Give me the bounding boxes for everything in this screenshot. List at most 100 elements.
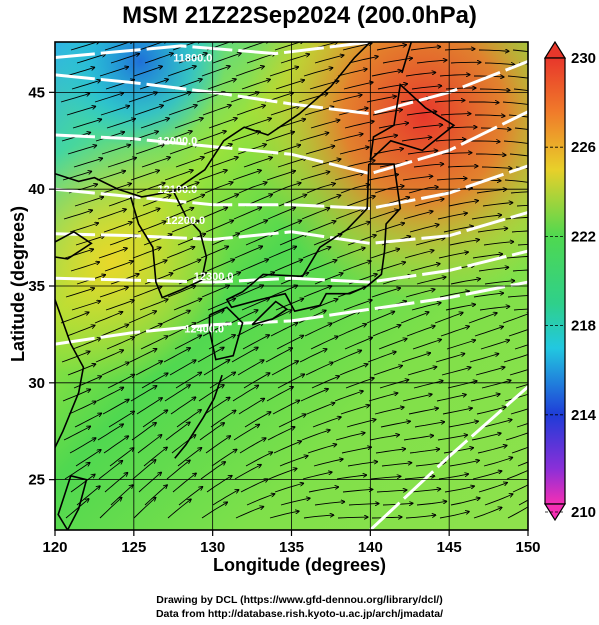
- streamline: [178, 487, 203, 506]
- streamline: [135, 361, 163, 376]
- streamline: [515, 383, 528, 389]
- streamline: [411, 303, 441, 311]
- streamline: [481, 380, 511, 389]
- streamline: [201, 502, 228, 519]
- streamline: [232, 385, 259, 402]
- streamline: [110, 54, 140, 64]
- streamline: [310, 120, 340, 129]
- coastline: [55, 299, 85, 450]
- streamline: [308, 487, 339, 493]
- streamline: [504, 393, 528, 402]
- streamline: [376, 490, 407, 492]
- streamline: [371, 517, 402, 518]
- streamline: [235, 507, 264, 519]
- streamline: [311, 159, 341, 168]
- streamline: [67, 364, 96, 376]
- streamline: [379, 380, 409, 389]
- chart-title: MSM 21Z22Sep2024 (200.0hPa): [122, 2, 477, 29]
- streamline: [471, 215, 502, 220]
- streamline: [303, 515, 334, 519]
- streamline: [474, 326, 503, 337]
- streamline: [377, 84, 408, 90]
- streamline: [197, 347, 224, 363]
- streamline: [482, 420, 512, 428]
- streamline: [340, 405, 370, 415]
- streamline: [303, 68, 333, 77]
- streamline: [373, 366, 403, 376]
- streamline: [162, 311, 190, 324]
- streamline: [504, 179, 528, 183]
- streamline: [108, 411, 135, 428]
- streamline: [243, 157, 272, 168]
- streamline: [265, 132, 295, 142]
- streamline: [172, 42, 201, 51]
- streamline: [416, 501, 447, 506]
- contour-label: 12000.0: [157, 136, 197, 148]
- streamline: [271, 361, 299, 376]
- streamline: [440, 114, 471, 115]
- y-tick-label: 40: [28, 181, 45, 198]
- height-contour: [55, 42, 371, 59]
- streamline: [242, 118, 271, 129]
- streamline: [508, 329, 528, 337]
- x-tick-label: 135: [279, 539, 304, 556]
- streamline: [484, 494, 513, 506]
- streamline: [208, 118, 237, 129]
- streamline: [170, 182, 199, 194]
- streamline: [199, 207, 228, 220]
- streamline: [445, 304, 476, 311]
- streamline: [133, 66, 162, 77]
- streamline: [476, 154, 506, 155]
- streamline: [346, 419, 376, 428]
- streamline: [132, 460, 156, 480]
- streamline: [447, 166, 478, 167]
- streamline: [450, 498, 480, 506]
- streamline: [168, 323, 196, 337]
- y-tick-label: 45: [28, 84, 45, 101]
- streamline: [143, 447, 167, 467]
- coastline: [369, 82, 456, 161]
- streamline: [469, 102, 499, 103]
- streamline: [100, 324, 129, 337]
- streamline: [376, 45, 407, 51]
- streamline: [409, 225, 439, 233]
- streamline: [370, 249, 400, 259]
- streamline: [235, 285, 264, 298]
- streamline: [310, 336, 338, 350]
- streamline: [67, 145, 97, 155]
- streamline: [278, 195, 307, 207]
- streamline: [473, 507, 502, 519]
- streamline: [404, 476, 435, 480]
- contour-label: 12400.0: [184, 323, 224, 335]
- streamline: [171, 221, 200, 233]
- streamline: [408, 408, 438, 415]
- streamline: [303, 286, 332, 298]
- streamline: [371, 71, 402, 77]
- streamline: [65, 499, 89, 519]
- streamline: [339, 147, 369, 155]
- streamline: [178, 53, 207, 64]
- streamline: [135, 144, 164, 155]
- streamline: [162, 92, 191, 103]
- y-axis-label: Latitude (degrees): [8, 205, 28, 363]
- streamline: [169, 360, 196, 376]
- streamline: [231, 347, 258, 363]
- streamline: [517, 461, 528, 467]
- streamline: [306, 403, 335, 415]
- streamline: [439, 75, 470, 76]
- streamline: [163, 131, 192, 142]
- streamline: [241, 79, 270, 90]
- streamline: [380, 421, 410, 428]
- streamline: [268, 468, 297, 480]
- streamline: [237, 360, 264, 376]
- x-tick-label: 125: [121, 539, 146, 556]
- streamline: [212, 490, 239, 506]
- streamline: [234, 465, 261, 480]
- streamline: [96, 171, 126, 181]
- streamline: [71, 80, 101, 90]
- streamline: [405, 72, 436, 77]
- streamline: [176, 195, 205, 207]
- streamline: [416, 60, 447, 64]
- streamline: [305, 362, 333, 376]
- streamline: [197, 131, 226, 142]
